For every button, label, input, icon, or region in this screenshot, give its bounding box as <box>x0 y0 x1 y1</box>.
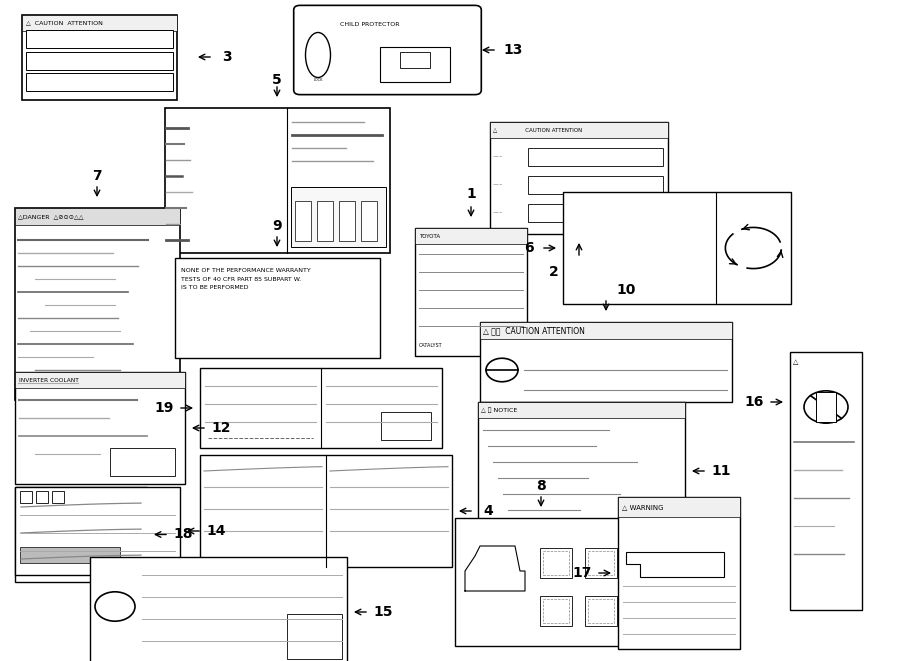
Text: 5: 5 <box>272 73 282 87</box>
Text: △: △ <box>793 359 798 365</box>
Bar <box>588 599 614 623</box>
Bar <box>528 176 663 194</box>
Bar <box>618 497 740 517</box>
Text: CHILD PROTECTOR: CHILD PROTECTOR <box>340 22 400 26</box>
Bar <box>200 368 442 448</box>
Text: LOCK: LOCK <box>313 78 323 82</box>
Text: 6: 6 <box>524 241 534 255</box>
Bar <box>52 491 64 503</box>
Bar <box>175 258 380 358</box>
Text: 17: 17 <box>572 566 591 580</box>
Text: 18: 18 <box>173 527 193 541</box>
Bar <box>482 519 681 535</box>
Bar <box>15 487 180 575</box>
Bar <box>455 518 627 646</box>
Bar <box>294 201 310 241</box>
Bar <box>381 412 431 440</box>
Bar <box>317 201 332 241</box>
Bar <box>20 547 120 563</box>
Bar <box>585 548 617 578</box>
Bar <box>20 491 32 503</box>
Bar <box>110 448 175 476</box>
Bar <box>490 122 668 138</box>
Bar <box>200 455 452 567</box>
Text: △ WARNING: △ WARNING <box>622 504 663 510</box>
Text: TOYOTA: TOYOTA <box>419 233 440 239</box>
Text: CATALYST: CATALYST <box>419 343 443 348</box>
Bar <box>26 52 173 70</box>
Bar <box>790 352 862 610</box>
Text: △DANGER  △⊘⊙⊙△△: △DANGER △⊘⊙⊙△△ <box>18 214 84 219</box>
Bar <box>26 30 173 48</box>
Text: 8: 8 <box>536 479 546 493</box>
Bar <box>816 392 836 422</box>
Text: 7: 7 <box>92 169 102 183</box>
Bar <box>478 402 685 540</box>
Text: ~~~: ~~~ <box>493 183 503 187</box>
Text: ~~~: ~~~ <box>493 155 503 159</box>
Polygon shape <box>626 552 724 577</box>
Text: 10: 10 <box>616 283 635 297</box>
Bar <box>543 551 569 575</box>
Bar <box>540 596 572 626</box>
Ellipse shape <box>305 32 330 77</box>
Bar <box>338 201 355 241</box>
Bar <box>400 52 430 68</box>
Bar <box>618 497 740 649</box>
Bar <box>165 108 390 253</box>
Bar <box>287 614 342 659</box>
Bar <box>540 548 572 578</box>
Bar <box>528 204 663 222</box>
Text: NONE OF THE PERFORMANCE WARRANTY
TESTS OF 40 CFR PART 85 SUBPART W.
IS TO BE PER: NONE OF THE PERFORMANCE WARRANTY TESTS O… <box>181 268 310 290</box>
Bar <box>478 402 685 418</box>
Bar <box>528 148 663 166</box>
Bar <box>563 192 791 304</box>
Text: 14: 14 <box>206 524 226 538</box>
Text: 3: 3 <box>222 50 232 64</box>
Bar <box>36 491 48 503</box>
Text: 13: 13 <box>503 43 523 57</box>
Bar <box>291 187 385 247</box>
Bar <box>480 322 732 339</box>
Text: △                CAUTION ATTENTION: △ CAUTION ATTENTION <box>493 128 582 132</box>
Bar <box>480 322 732 402</box>
Bar <box>380 47 450 82</box>
Text: 2: 2 <box>549 265 559 279</box>
Bar <box>490 122 668 234</box>
Bar <box>361 201 376 241</box>
Text: 9: 9 <box>272 219 282 233</box>
Text: 15: 15 <box>374 605 392 619</box>
Text: 19: 19 <box>154 401 174 415</box>
Bar <box>15 487 147 582</box>
Text: 11: 11 <box>711 464 731 478</box>
Text: △ 警告  CAUTION ATTENTION: △ 警告 CAUTION ATTENTION <box>483 326 585 335</box>
Text: △  CAUTION  ATTENTION: △ CAUTION ATTENTION <box>26 20 103 26</box>
Bar <box>15 372 185 388</box>
Bar <box>90 557 347 661</box>
Text: INVERTER COOLANT: INVERTER COOLANT <box>19 377 79 383</box>
FancyBboxPatch shape <box>293 5 482 95</box>
Bar <box>585 596 617 626</box>
Bar <box>15 372 185 484</box>
Bar <box>15 208 180 400</box>
Bar <box>543 599 569 623</box>
Bar <box>588 551 614 575</box>
Bar <box>415 228 527 356</box>
Bar <box>22 15 177 31</box>
Text: 16: 16 <box>744 395 764 409</box>
Bar <box>26 73 173 91</box>
Text: 4: 4 <box>483 504 493 518</box>
Text: 12: 12 <box>212 421 230 435</box>
Bar <box>22 15 177 100</box>
Text: 1: 1 <box>466 187 476 201</box>
Bar <box>415 228 527 244</box>
Text: △ 国 NOTICE: △ 国 NOTICE <box>481 407 518 413</box>
Bar <box>15 208 180 225</box>
Text: ~~~: ~~~ <box>493 211 503 215</box>
